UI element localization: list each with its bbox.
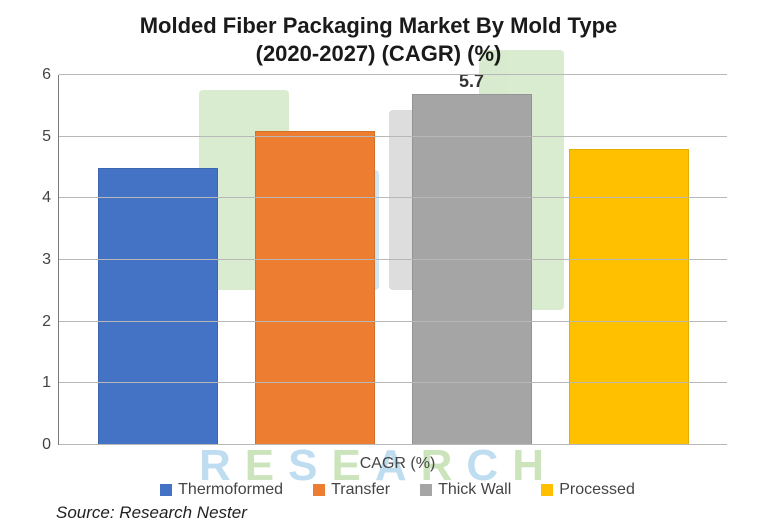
legend-swatch (160, 484, 172, 496)
ytick-label: 0 (42, 436, 51, 454)
ytick-label: 2 (42, 313, 51, 331)
legend-label: Processed (559, 481, 635, 499)
legend-label: Thermoformed (178, 481, 283, 499)
plot-area: 5.7 0123456 (58, 75, 727, 445)
legend-item-thick-wall: Thick Wall (420, 481, 511, 499)
title-line-2: (2020-2027) (CAGR) (%) (256, 41, 502, 66)
bar-processed (569, 149, 689, 445)
gridline (59, 444, 727, 445)
gridline (59, 321, 727, 322)
legend-swatch (541, 484, 553, 496)
ytick-label: 4 (42, 189, 51, 207)
ytick-label: 3 (42, 251, 51, 269)
legend-label: Thick Wall (438, 481, 511, 499)
bar-thermoformed (98, 168, 218, 446)
ytick-label: 1 (42, 374, 51, 392)
source-citation: Source: Research Nester (56, 503, 737, 523)
ytick-label: 5 (42, 128, 51, 146)
legend: Thermoformed Transfer Thick Wall Processed (58, 481, 737, 499)
ytick-label: 6 (42, 66, 51, 84)
legend-item-transfer: Transfer (313, 481, 390, 499)
bar-transfer (255, 131, 375, 446)
gridline (59, 136, 727, 137)
gridline (59, 197, 727, 198)
legend-item-thermoformed: Thermoformed (160, 481, 283, 499)
chart-container: Molded Fiber Packaging Market By Mold Ty… (0, 0, 757, 531)
bar-thick-wall: 5.7 (412, 94, 532, 446)
gridline (59, 74, 727, 75)
legend-swatch (420, 484, 432, 496)
chart-title: Molded Fiber Packaging Market By Mold Ty… (20, 12, 737, 67)
legend-item-processed: Processed (541, 481, 635, 499)
legend-label: Transfer (331, 481, 390, 499)
bars-group: 5.7 (59, 75, 727, 445)
legend-swatch (313, 484, 325, 496)
title-line-1: Molded Fiber Packaging Market By Mold Ty… (140, 13, 618, 38)
gridline (59, 259, 727, 260)
gridline (59, 382, 727, 383)
xaxis-label: CAGR (%) (58, 455, 737, 473)
